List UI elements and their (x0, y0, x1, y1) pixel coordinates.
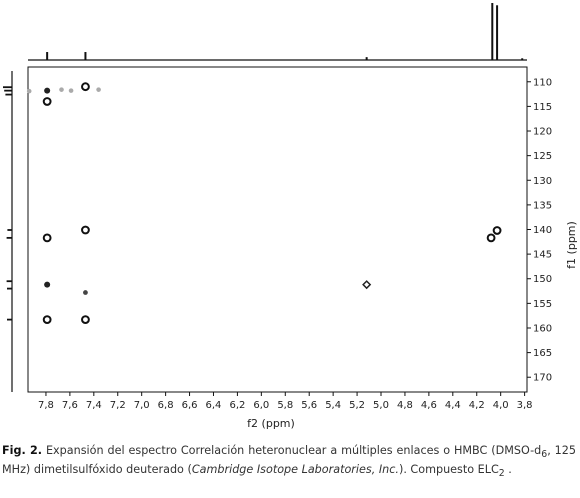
y-tick-label: 140 (533, 225, 552, 236)
x-tick-label: 5,6 (301, 400, 317, 411)
cross-peak-diamond (362, 280, 372, 290)
hmbc-spectrum-figure: 7,8 7,6 7,4 7,2 7,0 6,8 6,6 6,4 6,2 6,0 5,8 5,6 5,4 5… (3, 3, 578, 430)
y-tick-label: 145 (533, 250, 552, 261)
cross-peak-dot (44, 281, 51, 288)
x-tick-label: 6,6 (182, 400, 198, 411)
x-tick-label: 6,4 (206, 400, 222, 411)
caption-italic-source: Cambridge Isotope Laboratories, Inc. (191, 462, 399, 476)
cross-peak-dot (44, 87, 51, 94)
caption-subscript-2: 2 (498, 467, 505, 479)
cross-peak-ring (42, 315, 52, 325)
x-tick-label: 4,8 (397, 400, 413, 411)
cross-peak-faint (96, 87, 101, 92)
caption-label: Fig. 2. (2, 444, 43, 457)
cross-peak-ring (492, 226, 502, 235)
cross-peak-ring (81, 225, 90, 235)
x-tick-label: 7,2 (110, 400, 126, 411)
x-tick-label: 4,2 (469, 400, 485, 411)
plot-frame (27, 66, 528, 393)
cross-peak-ring (42, 233, 52, 243)
x-tick-label: 7,0 (134, 400, 150, 411)
x-tick-label: 5,4 (325, 400, 341, 411)
y-tick-label: 170 (533, 373, 552, 384)
caption-subscript-1: 6 (541, 449, 548, 461)
x-tick-label: 6,2 (229, 400, 245, 411)
y-tick-label: 150 (533, 274, 552, 285)
x-tick-label: 6,8 (158, 400, 174, 411)
cross-peak-small-dot (83, 290, 88, 295)
x-tick-label: 5,8 (277, 400, 293, 411)
y-tick-label: 130 (533, 176, 552, 187)
f2-projection-spectrum (28, 3, 527, 61)
cross-peak-faint (26, 88, 32, 94)
x-tick-label: 5,2 (349, 400, 365, 411)
y-tick-label: 125 (533, 151, 552, 162)
cross-peak-ring (81, 315, 90, 325)
y-tick-label: 135 (533, 200, 552, 211)
x-tick-label: 6,0 (253, 400, 269, 411)
y-tick-label: 110 (533, 77, 552, 88)
x-axis-title: f2 (ppm) (247, 417, 295, 430)
x-tick-label: 4,0 (493, 400, 509, 411)
x-tick-label: 7,4 (86, 400, 102, 411)
caption-text-3: ). Compuesto ELC (398, 462, 499, 476)
x-tick-label: 4,4 (445, 400, 461, 411)
cross-peaks (26, 82, 502, 325)
x-tick-label: 4,6 (421, 400, 437, 411)
y-axis: 110 115 120 125 130 135 140 145 150 155 160 165 170 (527, 77, 552, 384)
y-axis-title: f1 (ppm) (565, 221, 578, 269)
caption-text-1: Expansión del espectro Correlación heter… (45, 444, 542, 457)
x-axis: 7,8 7,6 7,4 7,2 7,0 6,8 6,6 6,4 6,2 6,0 5,8 5,6 5,4 5… (38, 392, 533, 411)
y-tick-label: 155 (533, 299, 552, 310)
y-tick-label: 160 (533, 323, 552, 334)
y-tick-label: 120 (533, 127, 552, 138)
y-tick-label: 115 (533, 102, 552, 113)
cross-peak-ring (486, 233, 496, 243)
cross-peak-faint (59, 87, 64, 92)
x-tick-label: 3,8 (517, 400, 533, 411)
f1-projection-spectrum (3, 71, 13, 392)
caption-text-4: . (504, 462, 512, 476)
x-tick-label: 5,0 (373, 400, 389, 411)
cross-peak-faint (68, 88, 74, 93)
figure-caption: Fig. 2. Expansión del espectro Correlaci… (2, 444, 576, 481)
cross-peak-ring (42, 97, 52, 106)
x-tick-label: 7,6 (62, 400, 78, 411)
x-tick-label: 7,8 (38, 400, 54, 411)
cross-peak-ring (81, 82, 90, 92)
y-tick-label: 165 (533, 348, 552, 359)
caption-text-2: , 125 MHz) dimetilsulfóxido deuterado ( (2, 444, 577, 476)
